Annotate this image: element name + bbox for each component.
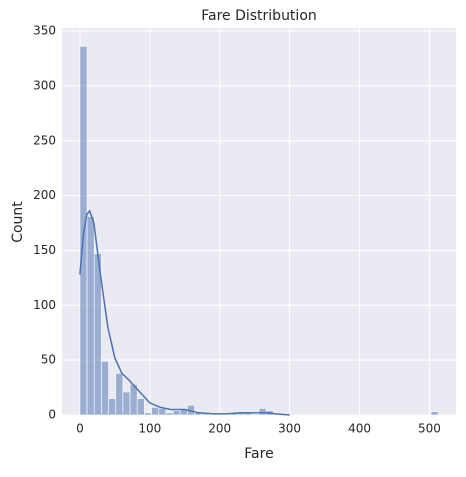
y-tick-label: 150 bbox=[33, 243, 56, 257]
bar bbox=[258, 408, 267, 416]
y-tick-label: 300 bbox=[33, 78, 56, 92]
plot-area bbox=[62, 28, 456, 415]
y-tick-label: 350 bbox=[33, 24, 56, 38]
bar bbox=[251, 413, 260, 416]
y-tick-label: 100 bbox=[33, 298, 56, 312]
bar bbox=[144, 412, 152, 416]
bar bbox=[86, 216, 95, 416]
x-tick-label: 0 bbox=[76, 422, 84, 436]
chart-title: Fare Distribution bbox=[201, 8, 317, 24]
bar bbox=[101, 360, 109, 416]
bar bbox=[430, 411, 439, 416]
y-tick-label: 200 bbox=[33, 188, 56, 202]
x-tick-label: 500 bbox=[418, 422, 441, 436]
y-tick-label: 50 bbox=[41, 353, 56, 367]
x-axis-label: Fare bbox=[244, 446, 273, 462]
bar bbox=[151, 407, 160, 416]
bar bbox=[165, 412, 174, 416]
bar bbox=[122, 391, 131, 416]
y-tick-label: 0 bbox=[48, 408, 56, 422]
x-tick-label: 100 bbox=[138, 422, 161, 436]
kde-line bbox=[79, 209, 290, 416]
bar bbox=[115, 373, 124, 416]
bar bbox=[108, 398, 117, 416]
x-tick-label: 200 bbox=[208, 422, 231, 436]
y-axis-label: Count bbox=[10, 201, 26, 243]
y-tick-label: 250 bbox=[33, 133, 56, 147]
x-tick-label: 300 bbox=[278, 422, 301, 436]
bar bbox=[136, 398, 145, 416]
x-tick-label: 400 bbox=[348, 422, 371, 436]
bar bbox=[172, 410, 181, 416]
bar bbox=[158, 408, 167, 416]
